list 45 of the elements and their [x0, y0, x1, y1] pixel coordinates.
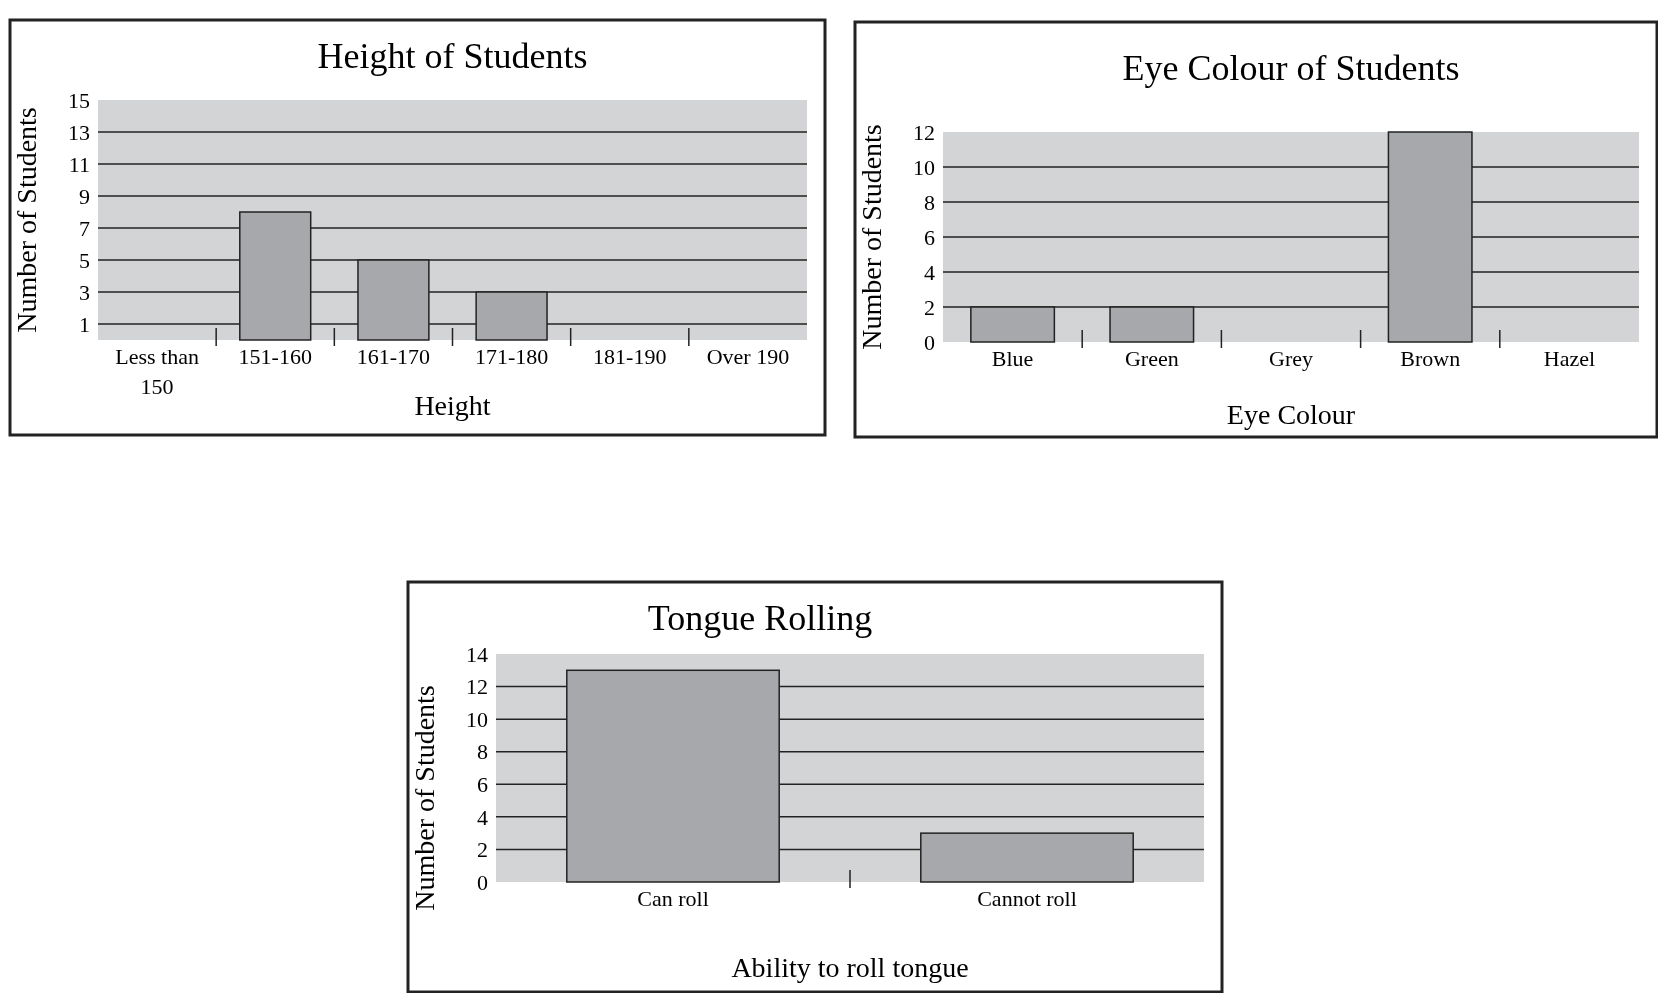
y-tick-label: 14 [466, 641, 488, 667]
y-tick-label: 2 [477, 837, 488, 863]
x-tick-label: Blue [991, 346, 1034, 371]
y-tick-label: 8 [924, 189, 935, 215]
y-tick-label: 8 [477, 739, 488, 765]
x-tick-label: Cannot roll [977, 886, 1077, 911]
x-tick-label: Less than 150 [115, 344, 199, 399]
y-tick-label: 10 [913, 154, 935, 180]
x-tick-label: Brown [1400, 346, 1461, 371]
x-tick-label: 161-170 [356, 344, 431, 369]
y-tick-label: 3 [79, 279, 90, 305]
y-tick-label: 10 [466, 706, 488, 732]
x-tick-label: Over 190 [706, 344, 790, 369]
y-tick-label: 7 [79, 215, 90, 241]
chart-title: Eye Colour of Students [1122, 48, 1460, 88]
y-axis-title: Number of Students [409, 685, 440, 911]
y-axis-title: Number of Students [856, 124, 887, 350]
x-axis-title: Height [414, 390, 491, 421]
y-tick-label: 6 [924, 224, 935, 250]
y-axis-title: Number of Students [11, 107, 42, 333]
x-tick-label: 151-160 [238, 344, 312, 369]
y-tick-label: 4 [924, 259, 935, 285]
x-axis-title: Eye Colour [1226, 399, 1356, 430]
y-tick-label: 12 [466, 674, 488, 700]
x-axis-title: Ability to roll tongue [731, 952, 969, 983]
y-tick-label: 9 [79, 183, 90, 209]
y-tick-label: 4 [477, 804, 488, 830]
y-tick-label: 15 [68, 87, 90, 113]
x-tick-label: Green [1124, 346, 1179, 371]
chart-title: Height of Students [317, 36, 588, 76]
y-tick-label: 13 [68, 119, 90, 145]
y-tick-label: 6 [477, 771, 488, 797]
y-tick-label: 1 [79, 311, 90, 337]
y-tick-label: 0 [477, 869, 488, 895]
x-tick-label: Can roll [637, 886, 709, 911]
y-tick-label: 12 [913, 119, 935, 145]
y-tick-label: 11 [68, 151, 90, 177]
x-tick-label: 181-190 [593, 344, 667, 369]
x-tick-label: Grey [1269, 346, 1313, 371]
x-tick-label: Hazel [1543, 346, 1596, 371]
y-tick-label: 2 [924, 294, 935, 320]
x-tick-label: 171-180 [474, 344, 549, 369]
chart-title: Tongue Rolling [647, 598, 873, 638]
y-tick-label: 5 [79, 247, 90, 273]
y-tick-label: 0 [924, 329, 935, 355]
